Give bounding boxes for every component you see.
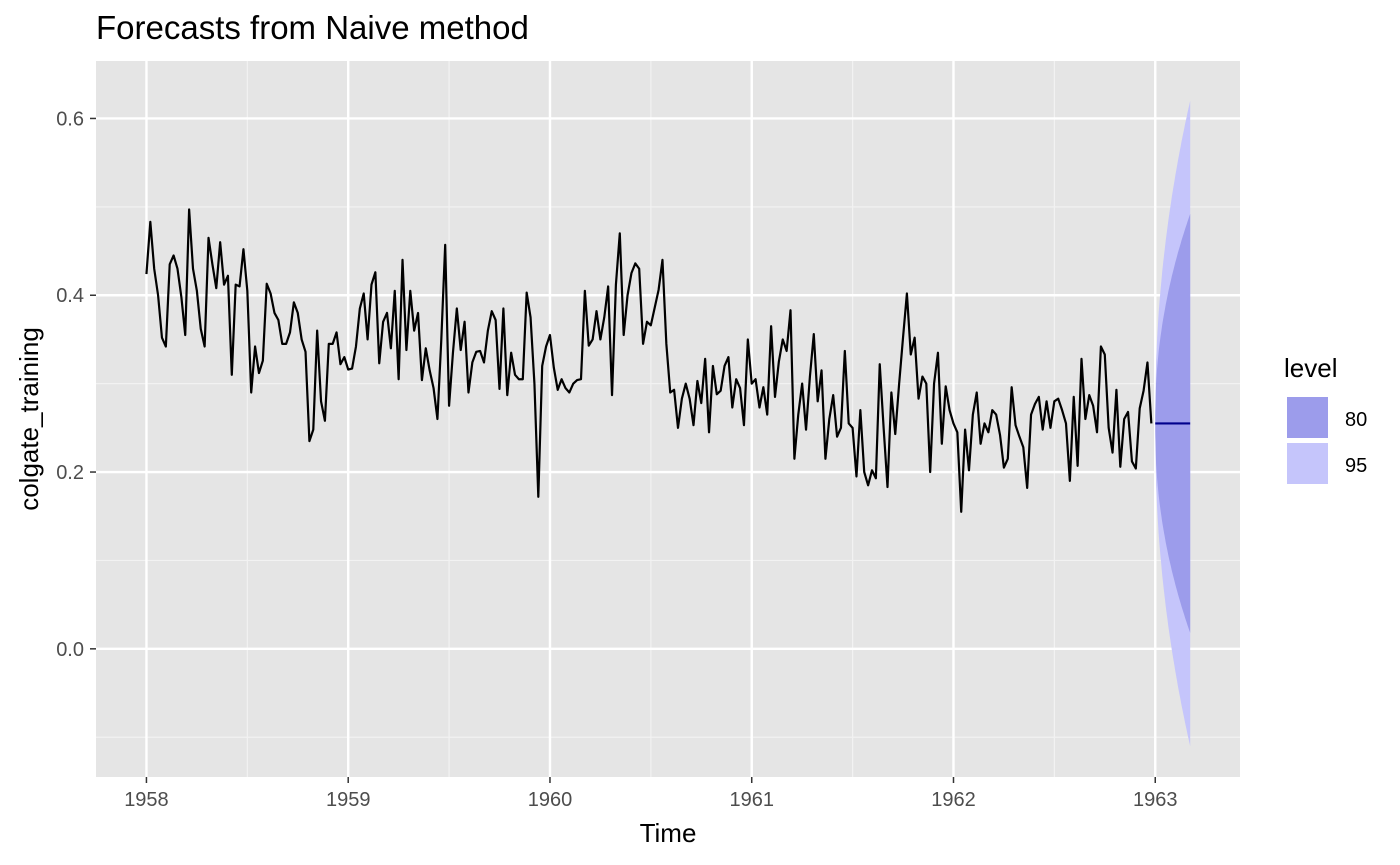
major-grid bbox=[96, 61, 1240, 777]
x-tick-label: 1960 bbox=[528, 789, 573, 811]
legend-key-95 bbox=[1287, 443, 1328, 484]
y-axis-title: colgate_training bbox=[14, 327, 44, 511]
y-tick-label: 0.2 bbox=[56, 462, 84, 484]
y-axis-ticks: 0.0 0.2 0.4 0.6 bbox=[56, 108, 96, 661]
legend-title: level bbox=[1284, 353, 1337, 383]
forecast-fan bbox=[1155, 100, 1191, 747]
y-tick-label: 0.6 bbox=[56, 108, 84, 130]
y-tick-label: 0.4 bbox=[56, 285, 84, 307]
plot-panel bbox=[96, 61, 1240, 777]
x-axis-ticks: 1958 1959 1960 1961 1962 1963 bbox=[124, 777, 1178, 811]
minor-grid bbox=[96, 61, 1240, 777]
legend-label-95: 95 bbox=[1345, 455, 1367, 477]
x-tick-label: 1961 bbox=[729, 789, 774, 811]
x-tick-label: 1963 bbox=[1133, 789, 1178, 811]
y-tick-label: 0.0 bbox=[56, 639, 84, 661]
x-tick-label: 1959 bbox=[326, 789, 371, 811]
legend-key-80 bbox=[1287, 397, 1328, 438]
x-tick-label: 1962 bbox=[931, 789, 976, 811]
series-group bbox=[145, 208, 1153, 513]
x-axis-title: Time bbox=[640, 818, 697, 848]
chart-title: Forecasts from Naive method bbox=[96, 9, 529, 46]
legend-label-80: 80 bbox=[1345, 409, 1367, 431]
x-tick-label: 1958 bbox=[124, 789, 169, 811]
legend: level 80 95 bbox=[1284, 353, 1367, 484]
series-line-0 bbox=[145, 208, 1153, 513]
